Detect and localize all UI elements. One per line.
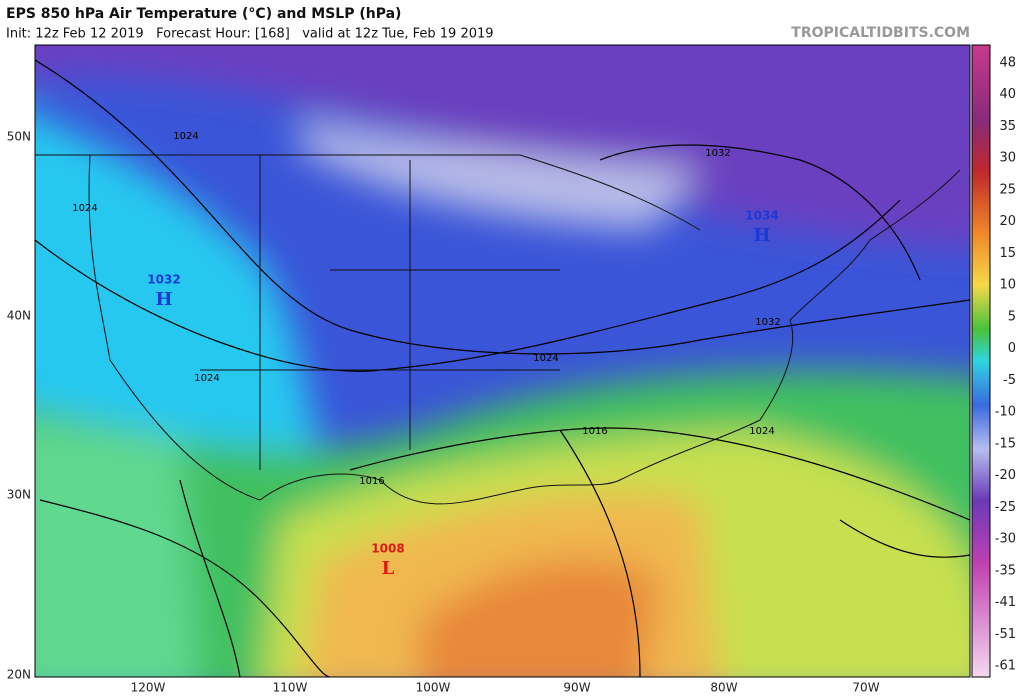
colorbar-label: 20 xyxy=(999,214,1016,229)
isobar-label: 1032 xyxy=(755,317,780,328)
colorbar-label: 30 xyxy=(999,151,1016,166)
lon-label: 90W xyxy=(563,681,590,695)
isobar-label: 1016 xyxy=(359,476,384,487)
colorbar-label: 0 xyxy=(1008,341,1016,356)
lat-label: 30N xyxy=(7,488,31,502)
isobar-label: 1024 xyxy=(72,203,97,214)
colorbar-label: -20 xyxy=(995,468,1016,483)
isobar-label: 1032 xyxy=(705,148,730,159)
isobar-label: 1024 xyxy=(194,373,219,384)
center-value: 1008 xyxy=(371,542,404,556)
colorbar-label: -35 xyxy=(995,563,1016,578)
colorbar-label: -30 xyxy=(995,532,1016,547)
lon-label: 110W xyxy=(273,681,308,695)
lat-label: 50N xyxy=(7,130,31,144)
center-symbol: H xyxy=(753,225,770,246)
site-credit: TROPICALTIDBITS.COM xyxy=(791,25,970,41)
colorbar-label: -15 xyxy=(995,436,1016,451)
lon-label: 70W xyxy=(852,681,879,695)
lon-label: 100W xyxy=(416,681,451,695)
lon-label: 80W xyxy=(710,681,737,695)
center-symbol: H xyxy=(155,289,172,310)
colorbar-label: -10 xyxy=(995,405,1016,420)
center-value: 1034 xyxy=(745,209,778,223)
colorbar-label: -61 xyxy=(995,659,1016,674)
colorbar-label: -25 xyxy=(995,500,1016,515)
title: EPS 850 hPa Air Temperature (°C) and MSL… xyxy=(6,6,401,22)
colorbar-label: 10 xyxy=(999,278,1016,293)
colorbar xyxy=(971,44,991,678)
colorbar-label: 40 xyxy=(999,87,1016,102)
center-symbol: L xyxy=(382,558,395,579)
isobar-label: 1016 xyxy=(582,426,607,437)
colorbar-label: 5 xyxy=(1008,309,1016,324)
colorbar-label: -5 xyxy=(1003,373,1016,388)
colorbar-label: 15 xyxy=(999,246,1016,261)
colorbar-label: 25 xyxy=(999,182,1016,197)
colorbar-label: 48 xyxy=(999,56,1016,71)
center-value: 1032 xyxy=(147,273,180,287)
isobar-label: 1024 xyxy=(533,353,558,364)
subtitle: Init: 12z Feb 12 2019 Forecast Hour: [16… xyxy=(6,27,494,42)
lon-label: 120W xyxy=(131,681,166,695)
colorbar-label: -51 xyxy=(995,627,1016,642)
colorbar-label: 35 xyxy=(999,119,1016,134)
isobar-label: 1024 xyxy=(749,426,774,437)
isobar-label: 1024 xyxy=(173,131,198,142)
colorbar-label: -41 xyxy=(995,595,1016,610)
map-frame xyxy=(34,44,971,678)
lat-label: 20N xyxy=(7,668,31,682)
lat-label: 40N xyxy=(7,309,31,323)
map xyxy=(35,45,970,677)
